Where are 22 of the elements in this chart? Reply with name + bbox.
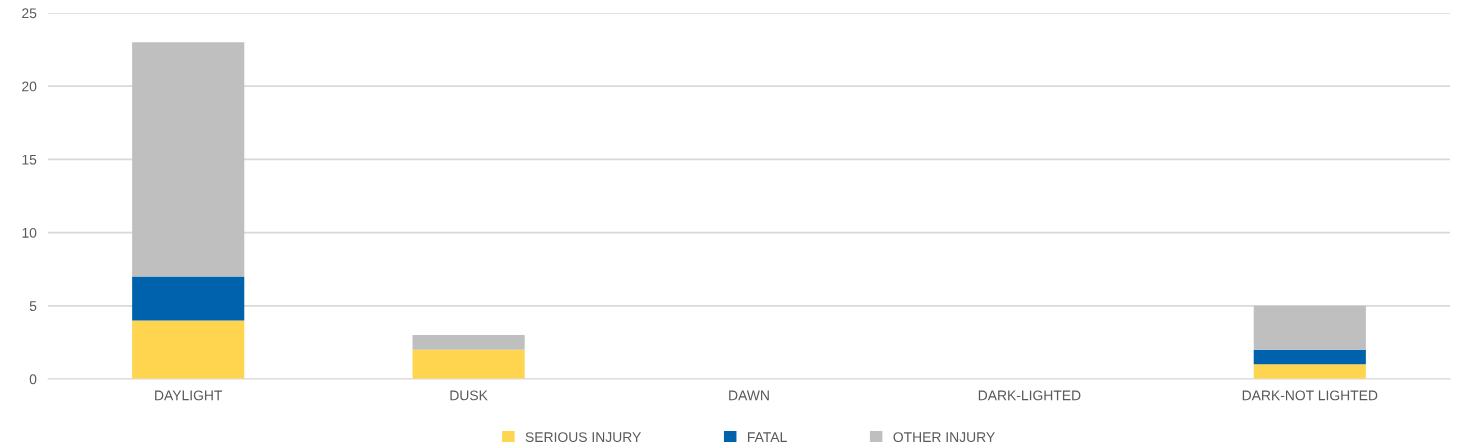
bar <box>412 349 525 379</box>
legend-label: OTHER INJURY <box>893 432 995 442</box>
y-tick-label: 10 <box>22 227 37 238</box>
y-tick-label: 0 <box>29 374 37 385</box>
bar <box>1253 305 1366 350</box>
bar <box>1253 349 1366 365</box>
legend-label: FATAL <box>748 432 787 442</box>
legend-label: SERIOUS INJURY <box>525 432 641 442</box>
x-tick-label: DAWN <box>729 390 769 401</box>
x-tick-label: DARK-LIGHTED <box>978 390 1081 401</box>
bar <box>1253 364 1366 379</box>
bar <box>132 42 245 277</box>
bar <box>412 335 525 350</box>
y-tick-label: 5 <box>29 301 37 311</box>
bar <box>132 320 245 379</box>
x-tick-label: DARK-NOT LIGHTED <box>1242 390 1378 401</box>
x-tick-label: DUSK <box>450 390 488 401</box>
x-tick-label: DAYLIGHT <box>155 390 223 401</box>
bar <box>132 276 245 321</box>
y-tick-label: 20 <box>22 81 37 92</box>
y-tick-label: 25 <box>22 8 37 19</box>
y-tick-label: 15 <box>22 154 37 165</box>
